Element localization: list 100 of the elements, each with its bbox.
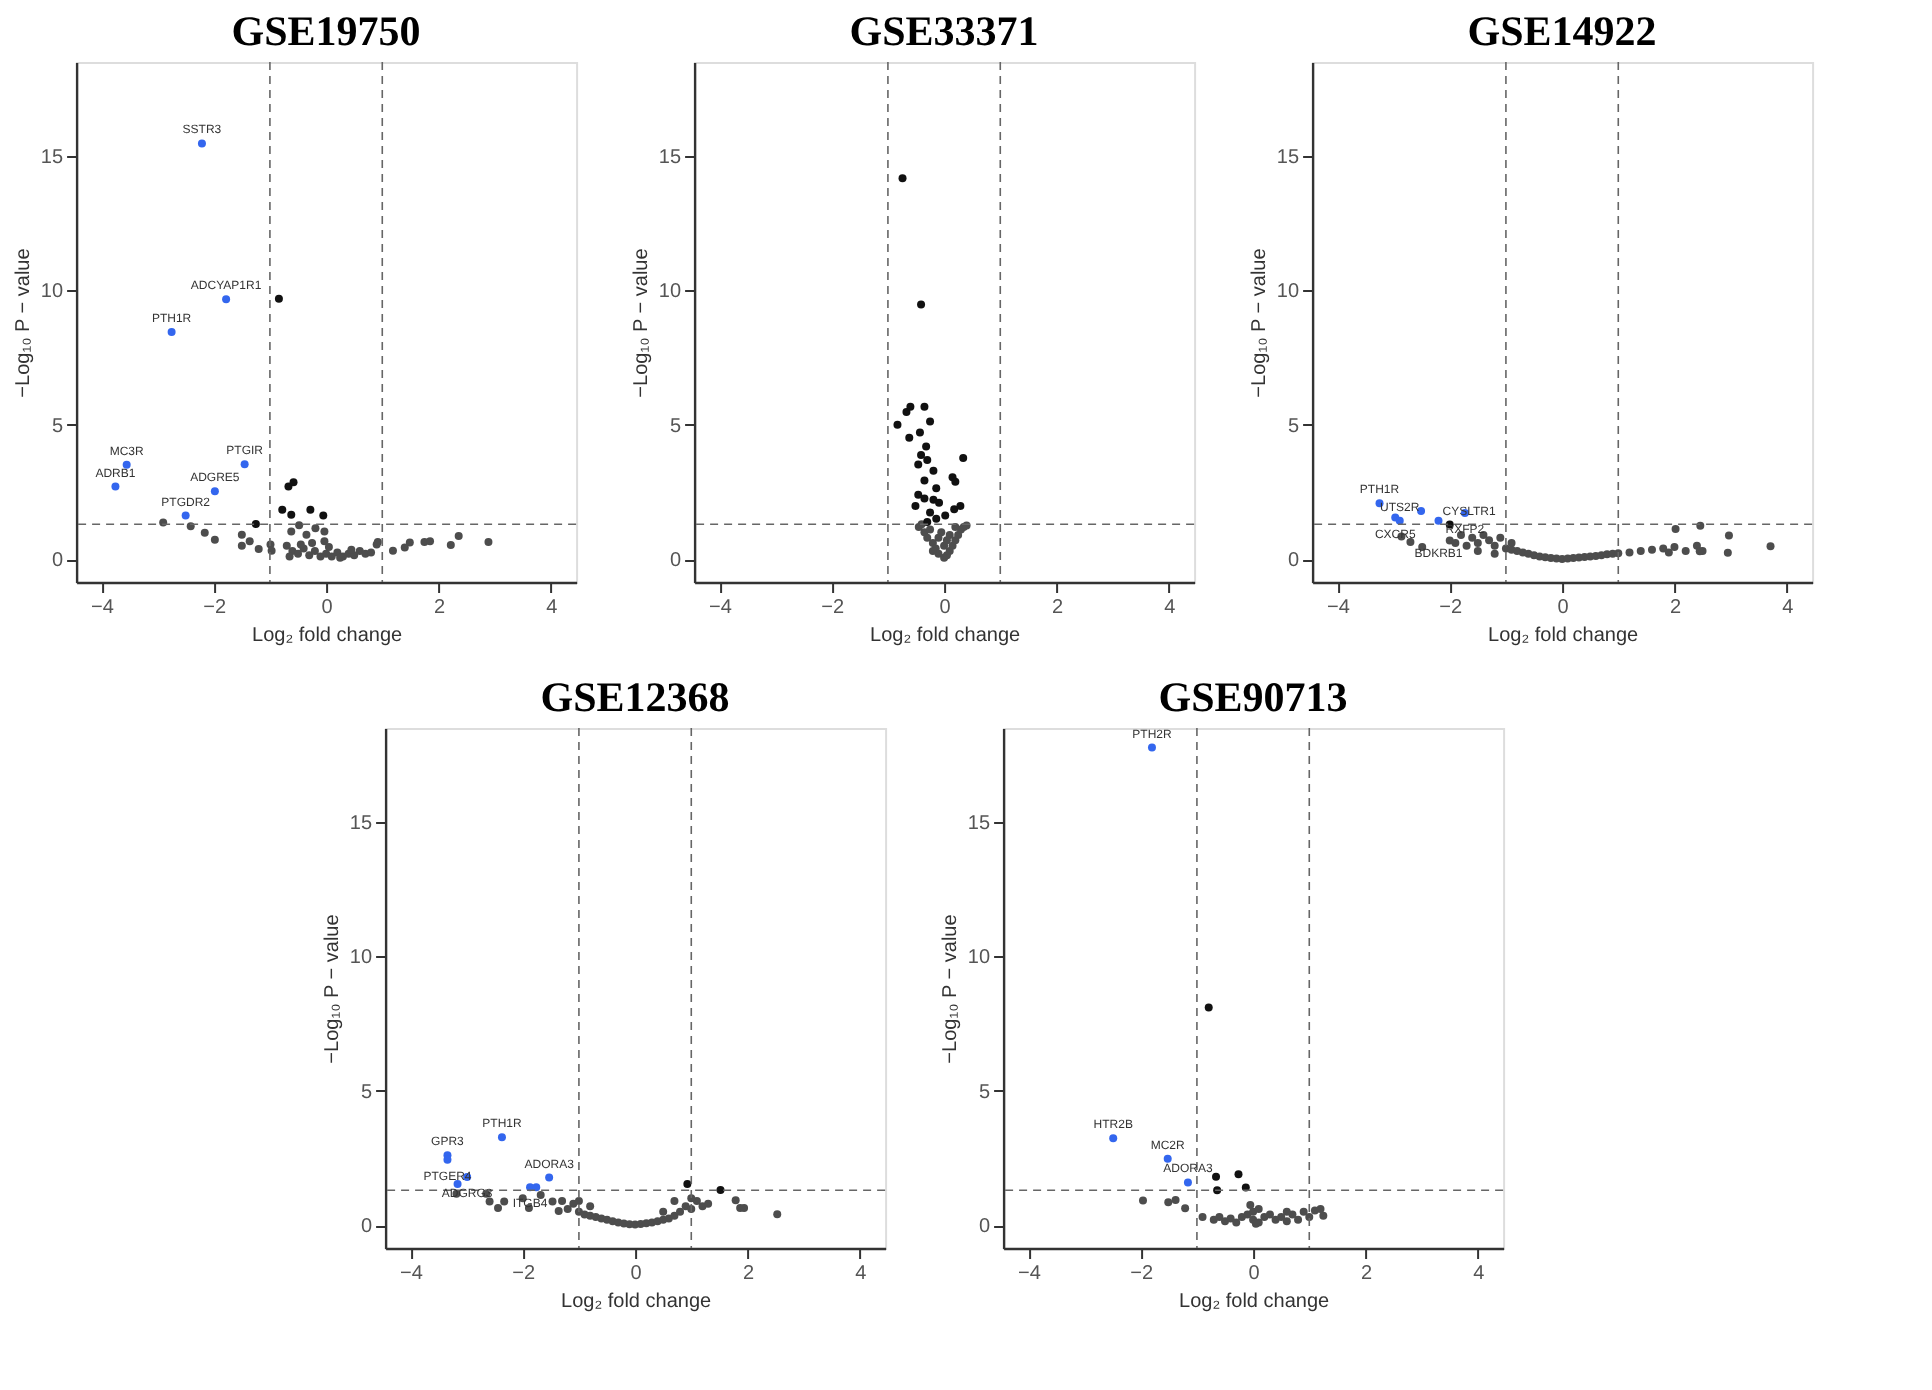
point [310,547,319,556]
point [558,1196,567,1205]
x-tick-label: 2 [1051,597,1064,619]
point [683,1180,692,1189]
point [920,476,929,485]
point [911,501,920,510]
point [319,511,328,520]
point [898,174,907,183]
chart-title: GSE33371 [849,7,1039,56]
y-tick-label: 0 [669,550,682,573]
point [285,552,294,561]
point [937,528,946,537]
point [320,527,329,536]
x-tick-label: 4 [1782,597,1795,619]
y-tick-label: 15 [1276,147,1300,170]
point [902,407,911,416]
point [274,294,283,303]
x-tick-label: 2 [1360,1263,1373,1285]
point [282,541,291,550]
point [1496,533,1505,542]
point [1473,547,1482,556]
x-tick-label: 2 [1669,597,1682,619]
point [959,454,968,463]
x-tick-label: 0 [1557,597,1570,619]
y-tick-label: 5 [1287,415,1300,438]
point [388,546,397,555]
point [548,1197,557,1206]
y-tick-label: 5 [360,1081,373,1104]
point [773,1210,782,1219]
x-tick-label: 0 [630,1263,643,1285]
point [237,530,246,539]
point [956,501,965,510]
chart-title: GSE19750 [231,7,421,56]
point [111,482,120,491]
point [245,537,254,546]
point [494,1203,503,1212]
point [914,490,923,499]
y-tick-label: 15 [658,147,682,170]
point [1138,1196,1147,1205]
x-tick-label: 0 [939,597,952,619]
point [251,519,260,528]
x-tick-label: −4 [1017,1263,1042,1285]
y-tick-label: 10 [967,947,991,970]
point [1766,542,1775,551]
point [1451,539,1460,548]
point [484,537,493,546]
point [545,1173,554,1182]
y-axis-title: −Log₁₀ P − value [939,913,962,1064]
point [920,494,929,503]
x-tick-label: −4 [399,1263,424,1285]
point [1507,539,1516,548]
point [200,528,209,537]
point [1671,525,1680,534]
point [941,511,950,520]
x-tick-label: −2 [512,1263,537,1285]
point [1234,1170,1243,1179]
x-tick-label: 2 [742,1263,755,1285]
x-tick-label: 4 [1473,1263,1486,1285]
point [1254,1205,1263,1214]
x-tick-label: 2 [433,597,446,619]
point [1246,1201,1255,1209]
point [1468,533,1477,542]
point [497,1133,506,1142]
point [716,1185,725,1194]
y-tick-label: 10 [40,281,64,304]
point [302,530,311,539]
point [942,536,951,545]
point [1723,548,1732,557]
point [569,1199,578,1208]
point [294,549,303,558]
point [1647,545,1656,554]
point [586,1202,595,1211]
y-tick-label: 0 [1287,550,1300,573]
point [311,524,320,533]
point [905,433,914,442]
point [500,1197,509,1206]
chart-title: GSE90713 [1158,673,1348,722]
point [306,505,315,514]
point [1212,1172,1221,1181]
point [917,450,926,459]
point [1171,1195,1180,1204]
point [1625,548,1634,557]
y-tick-label: 0 [51,550,64,573]
point [1462,541,1471,550]
y-tick-label: 5 [978,1081,991,1104]
point [935,498,944,507]
point [324,543,333,552]
point [1163,1154,1172,1163]
point [1670,543,1679,552]
x-tick-label: −4 [708,597,733,619]
x-axis-title: Log₂ fold change [252,625,404,647]
y-axis-title: −Log₁₀ P − value [1248,247,1271,398]
point [574,1196,583,1205]
x-tick-label: 4 [1164,597,1177,619]
y-tick-label: 5 [51,415,64,438]
x-axis-title: Log₂ fold change [561,1291,713,1313]
point [1490,549,1499,558]
y-tick-label: 15 [349,813,373,836]
x-tick-label: −2 [203,597,228,619]
x-tick-label: −4 [1326,597,1351,619]
